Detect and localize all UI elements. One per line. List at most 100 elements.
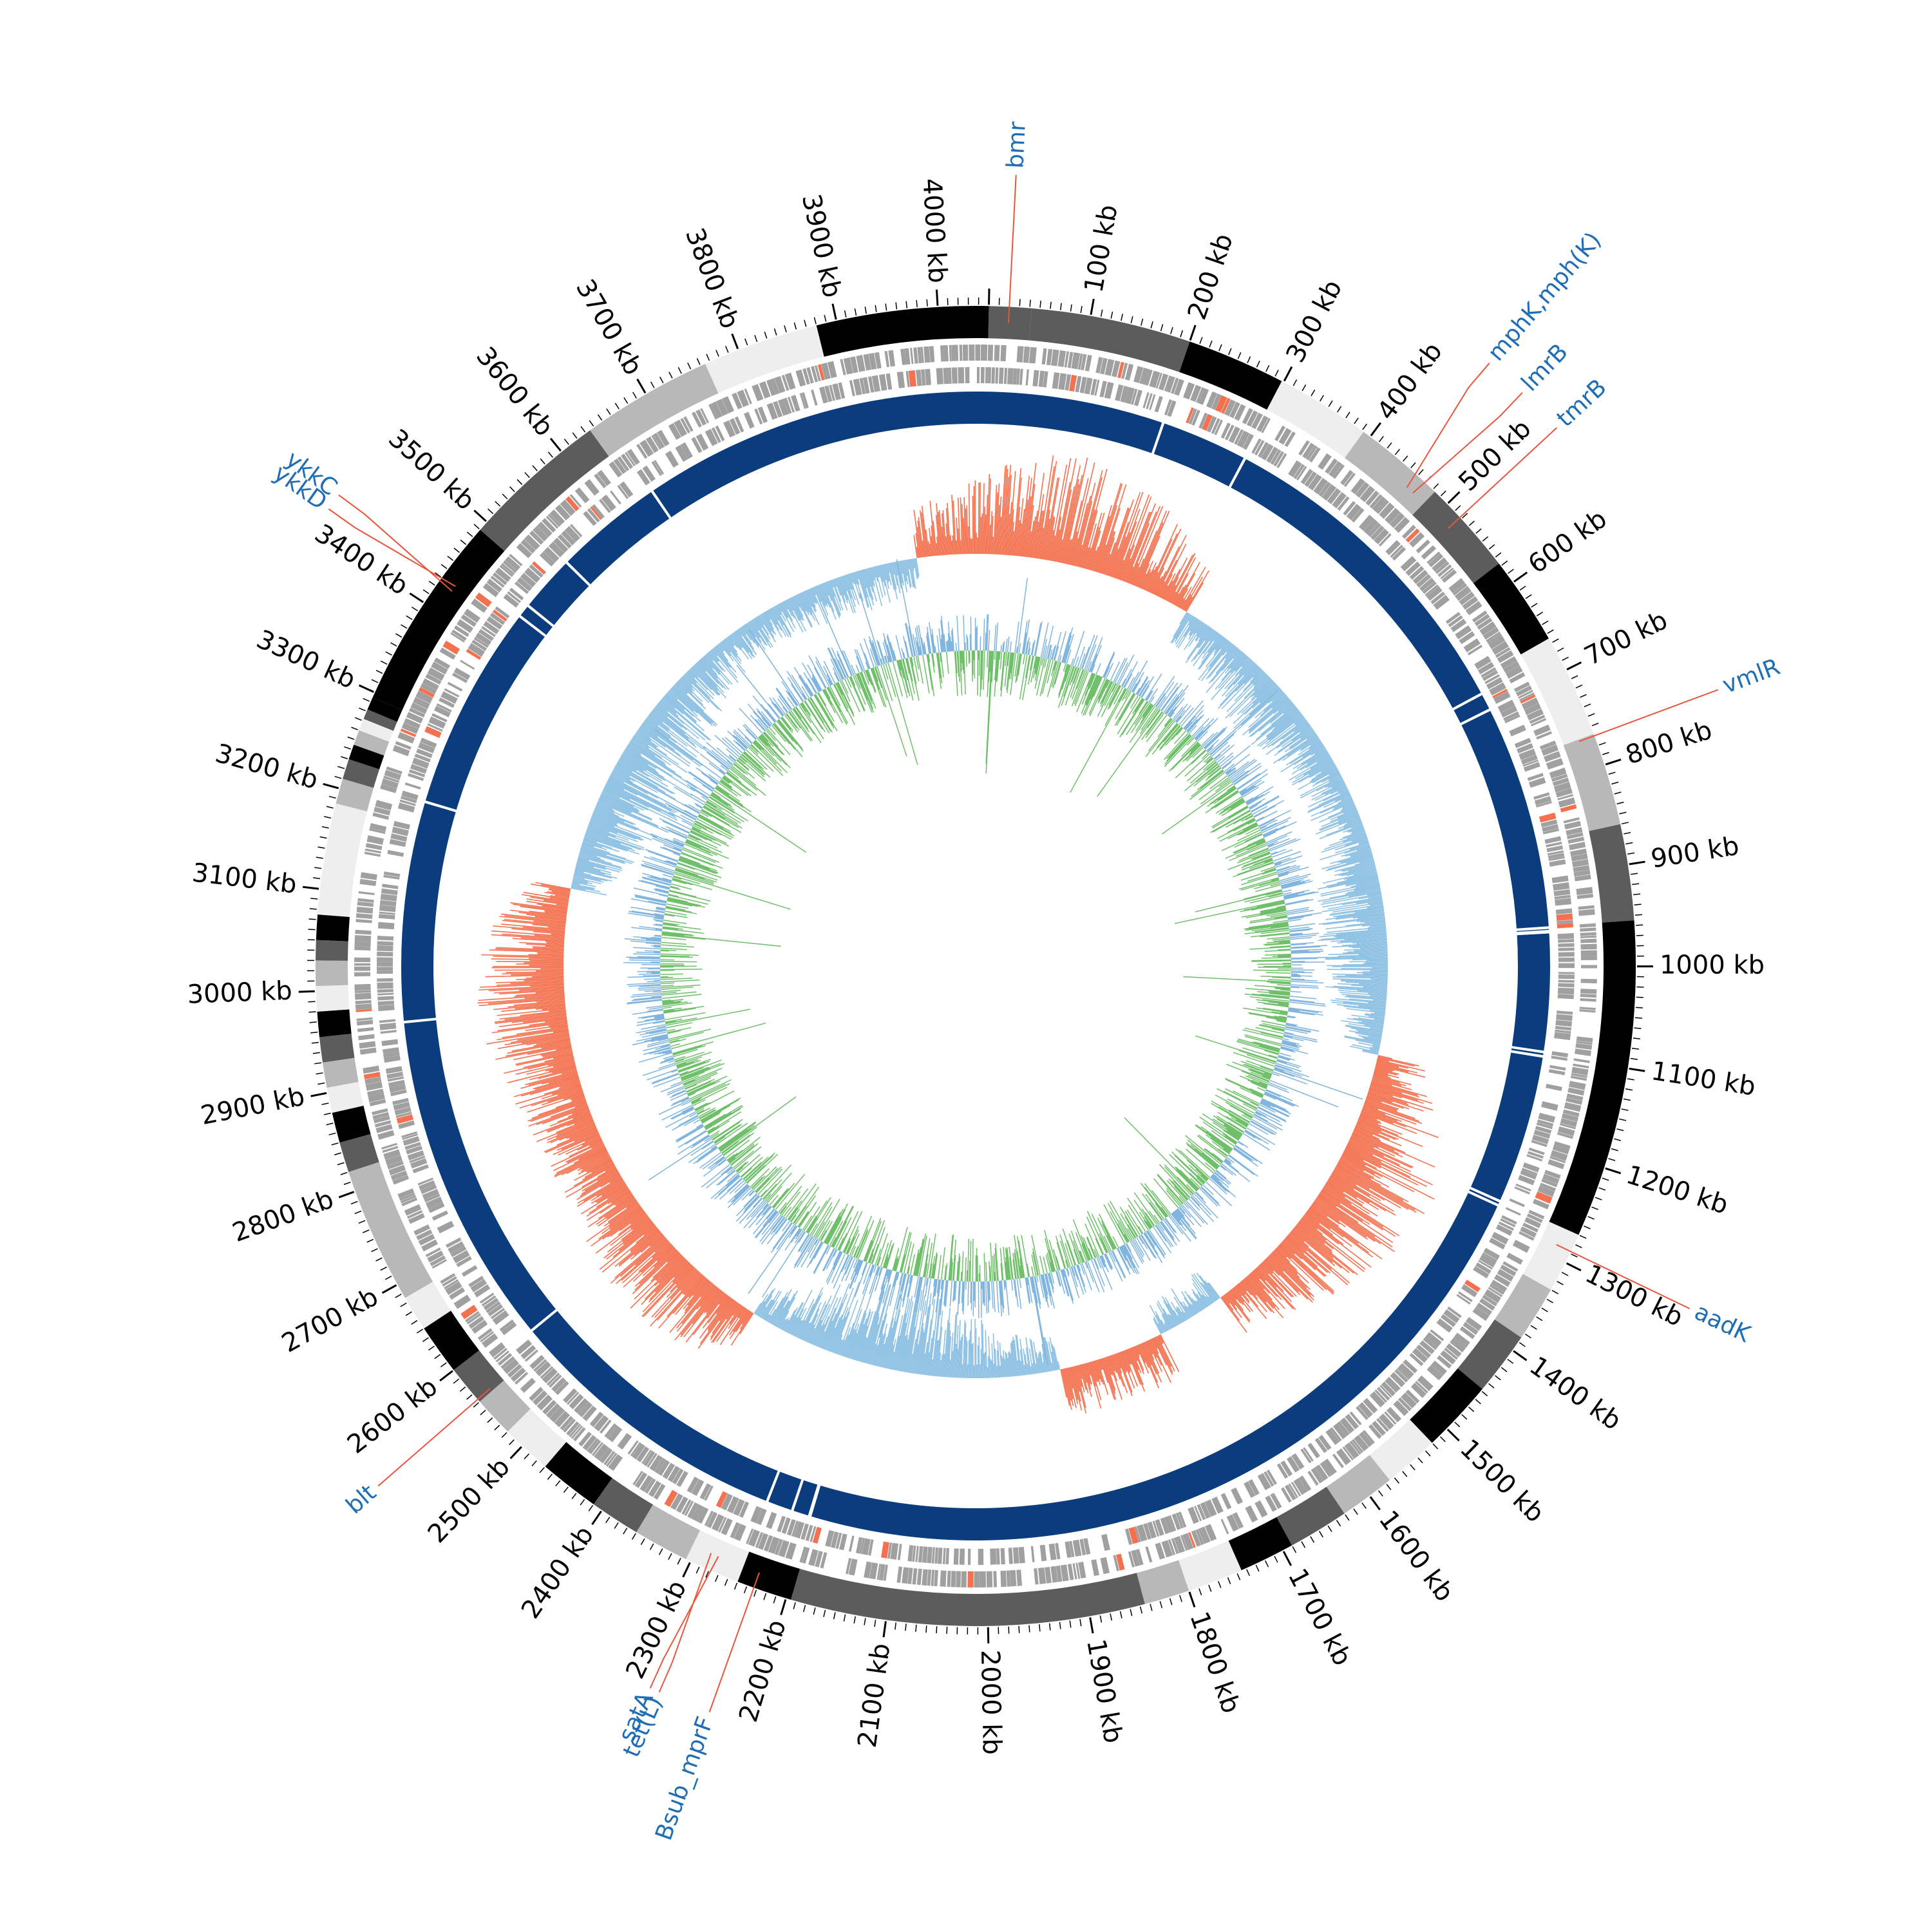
gc-content-bar — [1157, 1336, 1175, 1372]
orf-feature — [1454, 1332, 1470, 1348]
gc-content-bar — [1042, 1362, 1046, 1373]
orf-feature — [777, 399, 789, 416]
gc-content-bar — [856, 1325, 868, 1361]
gc-content-bar — [1104, 1357, 1116, 1391]
orf-feature — [1155, 1519, 1164, 1536]
gc-content-bar — [1359, 1115, 1379, 1124]
orf-feature — [1083, 1538, 1091, 1555]
gc-content-bar — [1362, 1049, 1379, 1054]
gc-content-bar — [1278, 1245, 1327, 1291]
gc-content-bar — [1266, 710, 1300, 738]
gc-skew-bar — [1145, 721, 1175, 757]
gc-content-bar — [1221, 1296, 1240, 1321]
orf-feature — [636, 471, 648, 486]
gc-content-bar — [579, 1153, 609, 1169]
gc-skew-bar — [985, 1262, 987, 1282]
orf-feature — [554, 1410, 571, 1428]
gc-content-bar — [1065, 540, 1072, 564]
gc-content-bar — [1337, 939, 1387, 943]
gc-content-bar — [520, 905, 567, 913]
gc-content-bar — [491, 1021, 568, 1034]
gc-content-bar — [1198, 625, 1209, 641]
gc-content-bar — [776, 605, 787, 622]
gc-content-bar — [696, 662, 724, 694]
gc-content-bar — [764, 611, 773, 626]
gc-content-bar — [1191, 1289, 1206, 1309]
contig-segment — [1326, 1455, 1390, 1514]
gc-content-bar — [680, 1271, 699, 1291]
gc-content-bar — [614, 767, 630, 777]
gc-content-bar — [516, 1052, 573, 1066]
gc-content-bar — [1188, 620, 1202, 640]
gc-content-bar — [1253, 674, 1267, 688]
gc-content-bar — [659, 701, 679, 717]
gc-content-bar — [1338, 1162, 1381, 1186]
orf-feature — [598, 498, 611, 513]
gc-content-bar — [600, 795, 652, 820]
gc-content-bar — [802, 591, 813, 614]
orf-feature — [1444, 1347, 1459, 1360]
gc-content-bar — [901, 1339, 909, 1372]
gc-content-bar — [948, 1359, 951, 1378]
orf-feature — [1332, 1454, 1344, 1468]
orf-feature — [778, 1540, 790, 1558]
gc-content-bar — [1293, 748, 1327, 770]
gc-content-bar — [1370, 1083, 1403, 1094]
contig-segment — [507, 1408, 567, 1467]
gc-content-bar — [1149, 533, 1178, 593]
gc-content-bar — [545, 1129, 598, 1153]
gc-content-bar — [654, 707, 706, 749]
gc-content-bar — [618, 761, 676, 795]
contig-segment — [317, 1009, 352, 1037]
gc-content-bar — [649, 714, 699, 753]
gc-content-bar — [1318, 889, 1381, 902]
gc-content-bar — [541, 1091, 583, 1106]
gc-skew-bar — [1062, 627, 1074, 663]
orf-feature — [473, 637, 489, 649]
gc-content-bar — [844, 1329, 855, 1358]
orf-feature — [1483, 1247, 1501, 1260]
orf-feature — [923, 346, 931, 363]
gc-content-bar — [548, 1074, 579, 1084]
orf-feature — [1220, 1493, 1232, 1510]
gc-content-bar — [646, 717, 672, 737]
contig-segment — [316, 940, 348, 961]
orf-feature — [355, 913, 373, 919]
gc-content-bar — [1239, 1282, 1247, 1292]
gc-content-bar — [777, 1297, 796, 1329]
orf-feature — [1340, 469, 1354, 486]
orf-feature — [912, 1545, 916, 1562]
orf-feature — [549, 509, 565, 526]
orf-feature — [1077, 353, 1083, 370]
gc-skew-bar — [1240, 868, 1276, 881]
gc-content-bar — [810, 588, 818, 603]
orf-feature — [1390, 545, 1403, 558]
gc-skew-bar — [999, 651, 1001, 660]
gc-content-bar — [555, 1097, 585, 1108]
gc-content-bar — [516, 978, 564, 981]
gc-content-bar — [854, 1309, 871, 1361]
orf-feature — [1479, 1257, 1495, 1268]
gc-content-bar — [571, 1095, 585, 1101]
gc-content-bar — [726, 637, 735, 647]
orf-feature — [566, 1392, 580, 1405]
gc-content-bar — [1345, 837, 1368, 846]
gc-content-bar — [1205, 1296, 1212, 1305]
gc-skew-bar — [1283, 1034, 1318, 1043]
gc-content-bar — [1208, 1282, 1221, 1298]
gc-content-bar — [601, 1227, 658, 1273]
orf-feature — [840, 359, 846, 375]
gc-content-bar — [932, 1299, 942, 1376]
orf-feature — [1256, 415, 1269, 432]
gc-content-bar — [584, 834, 629, 850]
gc-content-bar — [1166, 576, 1179, 601]
orf-feature — [563, 1388, 578, 1403]
gc-content-bar — [1167, 1314, 1175, 1327]
gc-content-bar — [959, 1337, 962, 1378]
orf-feature — [1578, 905, 1595, 910]
gc-content-bar — [1152, 578, 1161, 594]
gc-content-bar — [1349, 944, 1388, 948]
gc-content-bar — [761, 613, 775, 634]
orf-feature — [987, 367, 992, 384]
orf-feature — [354, 935, 372, 942]
